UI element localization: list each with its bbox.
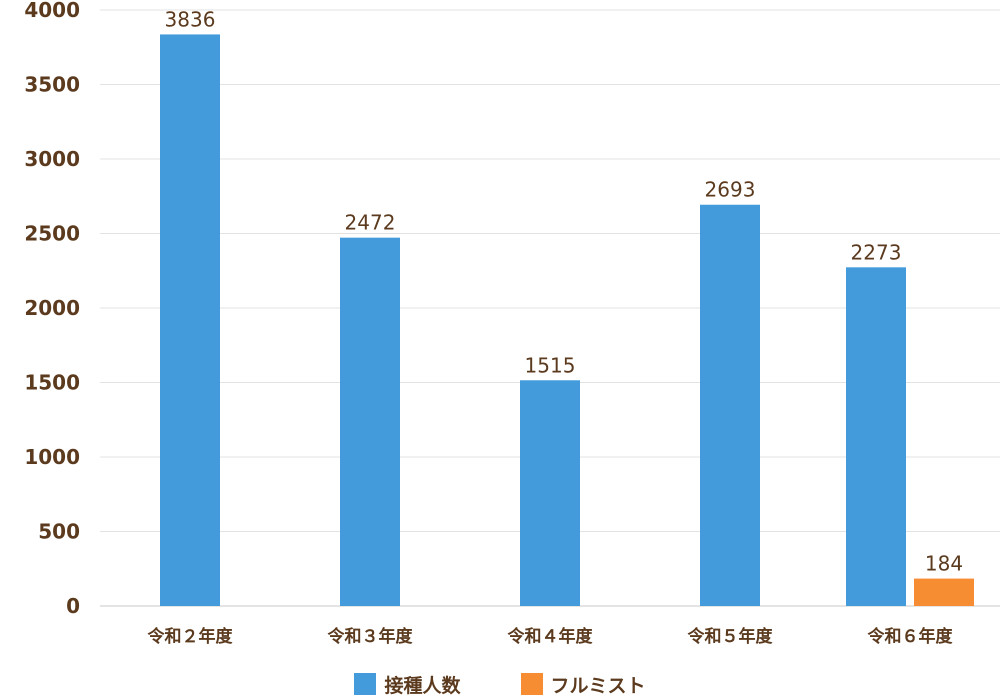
bar-series-0	[340, 237, 400, 606]
data-label: 2472	[345, 211, 396, 235]
legend-label-series-1: フルミスト	[550, 674, 646, 697]
y-tick-label: 1000	[24, 445, 80, 469]
y-tick-label: 3500	[24, 73, 80, 97]
bar-series-0	[846, 267, 906, 606]
y-tick-label: 500	[38, 520, 80, 544]
legend-item-series-1: フルミスト	[520, 671, 646, 698]
bar-series-1	[914, 578, 974, 606]
y-tick-label: 2500	[24, 222, 80, 246]
legend-swatch-series-1	[520, 673, 543, 695]
x-tick-label: 令和２年度	[148, 626, 234, 647]
legend-item-series-0: 接種人数	[354, 671, 461, 698]
data-label: 2273	[851, 240, 902, 264]
x-axis-ticks: 令和２年度 令和３年度 令和４年度 令和５年度 令和６年度	[148, 626, 954, 647]
data-label: 2693	[705, 178, 756, 202]
bar-chart: 0 500 1000 1500 2000 2500 3000 3500 4000 3836 247…	[24, 0, 1000, 647]
x-tick-label: 令和４年度	[508, 626, 594, 647]
legend-swatch-series-0	[354, 673, 377, 695]
data-label: 1515	[525, 353, 576, 377]
y-axis-ticks: 0 500 1000 1500 2000 2500 3000 3500 4000	[24, 0, 80, 618]
y-tick-label: 1500	[24, 371, 80, 395]
y-tick-label: 3000	[24, 147, 80, 171]
bar-series-0	[160, 34, 220, 607]
data-label: 3836	[165, 7, 216, 31]
bar-series-0	[700, 204, 760, 607]
bar-series-0	[520, 380, 580, 606]
legend: 接種人数 フルミスト	[0, 670, 1000, 698]
bars	[160, 34, 974, 607]
x-tick-label: 令和６年度	[868, 626, 954, 647]
legend-label-series-0: 接種人数	[384, 674, 461, 697]
y-tick-label: 4000	[24, 0, 80, 22]
grid-lines	[100, 9, 1000, 607]
data-labels: 3836 2472 1515 2693 2273 184	[165, 7, 964, 575]
y-tick-label: 0	[66, 594, 80, 618]
data-label: 184	[925, 552, 963, 576]
x-tick-label: 令和３年度	[328, 626, 414, 647]
y-tick-label: 2000	[24, 296, 80, 320]
x-tick-label: 令和５年度	[688, 626, 774, 647]
